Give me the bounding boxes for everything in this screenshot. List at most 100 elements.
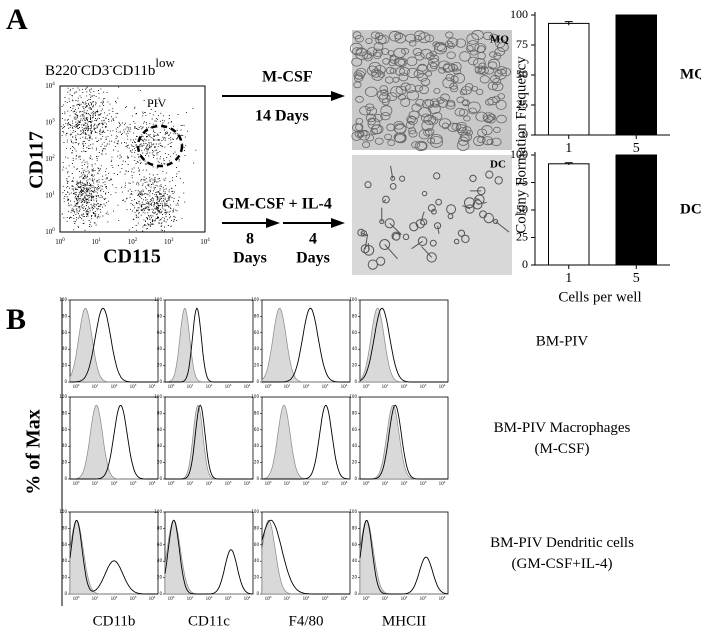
x-axis-label: Cells per well xyxy=(558,289,641,305)
tick-label: 102 xyxy=(401,383,408,390)
tick-base: 10 xyxy=(164,238,172,246)
tick-base: 10 xyxy=(341,482,347,487)
y-tick-label: 40 xyxy=(352,443,358,448)
tick-label: 102 xyxy=(401,595,408,602)
row-label: BM-PIV xyxy=(536,333,589,349)
y-tick-label: 40 xyxy=(254,346,260,351)
y-tick-label: 20 xyxy=(62,575,68,580)
scatter-frame xyxy=(59,85,206,233)
tick-exponent: 0 xyxy=(270,383,272,387)
tick-exponent: 1 xyxy=(99,238,102,243)
tick-exponent: 0 xyxy=(173,480,175,484)
y-tick-label: 0 xyxy=(256,476,259,481)
y-tick-label: 40 xyxy=(254,558,260,563)
tick-label: 104 xyxy=(439,480,446,487)
y-tick-label: 80 xyxy=(157,525,163,530)
y-tick-label: 20 xyxy=(62,363,68,368)
tick-label: 104 xyxy=(341,480,348,487)
stain-curve xyxy=(69,519,158,595)
tick-base: 10 xyxy=(149,482,155,487)
image-label: DC xyxy=(490,159,506,171)
gate-label: PIV xyxy=(147,96,167,110)
y-tick-label: 100 xyxy=(154,297,162,302)
tick-label: 101 xyxy=(92,595,99,602)
tick-exponent: 1 xyxy=(192,383,194,387)
y-tick-label: 0 xyxy=(64,476,67,481)
y-tick-label: 20 xyxy=(157,460,163,465)
tick-exponent: 4 xyxy=(207,238,210,243)
histogram-frame xyxy=(69,396,159,480)
tick-exponent: 4 xyxy=(249,595,251,599)
tick-base: 10 xyxy=(111,482,117,487)
tick-base: 10 xyxy=(111,597,117,602)
tick-exponent: 4 xyxy=(154,480,156,484)
arrow-label: Days xyxy=(233,250,267,267)
tick-label: 104 xyxy=(149,383,156,390)
tick-base: 10 xyxy=(187,482,193,487)
axis-line xyxy=(534,12,670,136)
tick-label: 104 xyxy=(244,383,251,390)
tick-label: 103 xyxy=(130,595,137,602)
arrow-label: M-CSF xyxy=(262,69,313,86)
y-tick-label: 20 xyxy=(254,575,260,580)
stain-curve xyxy=(165,404,253,480)
tick-exponent: 2 xyxy=(308,480,310,484)
tick-base: 10 xyxy=(45,228,53,236)
marker: CD11b xyxy=(113,63,156,79)
tick-base: 10 xyxy=(45,118,53,126)
y-tick-label: 20 xyxy=(352,363,358,368)
tick-base: 10 xyxy=(322,385,328,390)
y-tick-label: 100 xyxy=(59,509,67,514)
tick-base: 10 xyxy=(420,597,426,602)
y-tick-label: 40 xyxy=(352,558,358,563)
isotype-curve xyxy=(164,519,253,595)
y-axis-label: CD117 xyxy=(26,131,48,189)
tick-base: 10 xyxy=(439,385,445,390)
tick-label: 102 xyxy=(206,480,213,487)
tick-label: 103 xyxy=(225,480,232,487)
tick-base: 10 xyxy=(92,385,98,390)
tick-exponent: 1 xyxy=(289,480,291,484)
isotype-curve xyxy=(165,405,253,480)
y-tick-label: 40 xyxy=(62,443,68,448)
stain-curve xyxy=(359,519,449,595)
y-tick-label: 0 xyxy=(64,379,67,384)
tick-base: 10 xyxy=(92,238,100,246)
tick-label: 103 xyxy=(420,595,427,602)
column-label: MHCII xyxy=(382,613,426,629)
y-tick-label: 100 xyxy=(154,394,162,399)
y-tick-label: 0 xyxy=(64,591,67,596)
tick-label: 100 xyxy=(363,480,370,487)
error-bar xyxy=(564,162,573,165)
column-label: F4/80 xyxy=(288,613,323,629)
y-tick-label: 0 xyxy=(354,476,357,481)
y-tick-label: 0 xyxy=(522,127,528,141)
tick-base: 10 xyxy=(225,482,231,487)
marker: - xyxy=(109,61,112,72)
y-tick-label: 80 xyxy=(62,410,68,415)
y-tick-label: 60 xyxy=(62,427,68,432)
marker: CD3 xyxy=(81,63,109,79)
tick-base: 10 xyxy=(200,238,208,246)
tick-base: 10 xyxy=(128,238,136,246)
tick-exponent: 3 xyxy=(327,383,329,387)
y-tick-label: 50 xyxy=(516,67,528,81)
tick-label: 100 xyxy=(265,480,272,487)
x-tick-label: 5 xyxy=(633,271,640,286)
y-tick-label: 80 xyxy=(62,525,68,530)
tick-base: 10 xyxy=(168,597,174,602)
isotype-curve xyxy=(165,308,253,383)
tick-exponent: 2 xyxy=(52,155,55,160)
tick-base: 10 xyxy=(265,482,271,487)
tick-label: 104 xyxy=(45,82,55,90)
tick-exponent: 4 xyxy=(346,383,348,387)
marker: low xyxy=(155,55,175,70)
arrow-label: 8 xyxy=(246,231,254,248)
y-tick-label: 100 xyxy=(349,509,357,514)
tick-exponent: 1 xyxy=(387,480,389,484)
tick-label: 102 xyxy=(128,238,138,246)
stain-curve xyxy=(360,404,448,480)
tick-exponent: 2 xyxy=(406,383,408,387)
image-label: MQ xyxy=(490,34,509,46)
tick-exponent: 0 xyxy=(78,383,80,387)
